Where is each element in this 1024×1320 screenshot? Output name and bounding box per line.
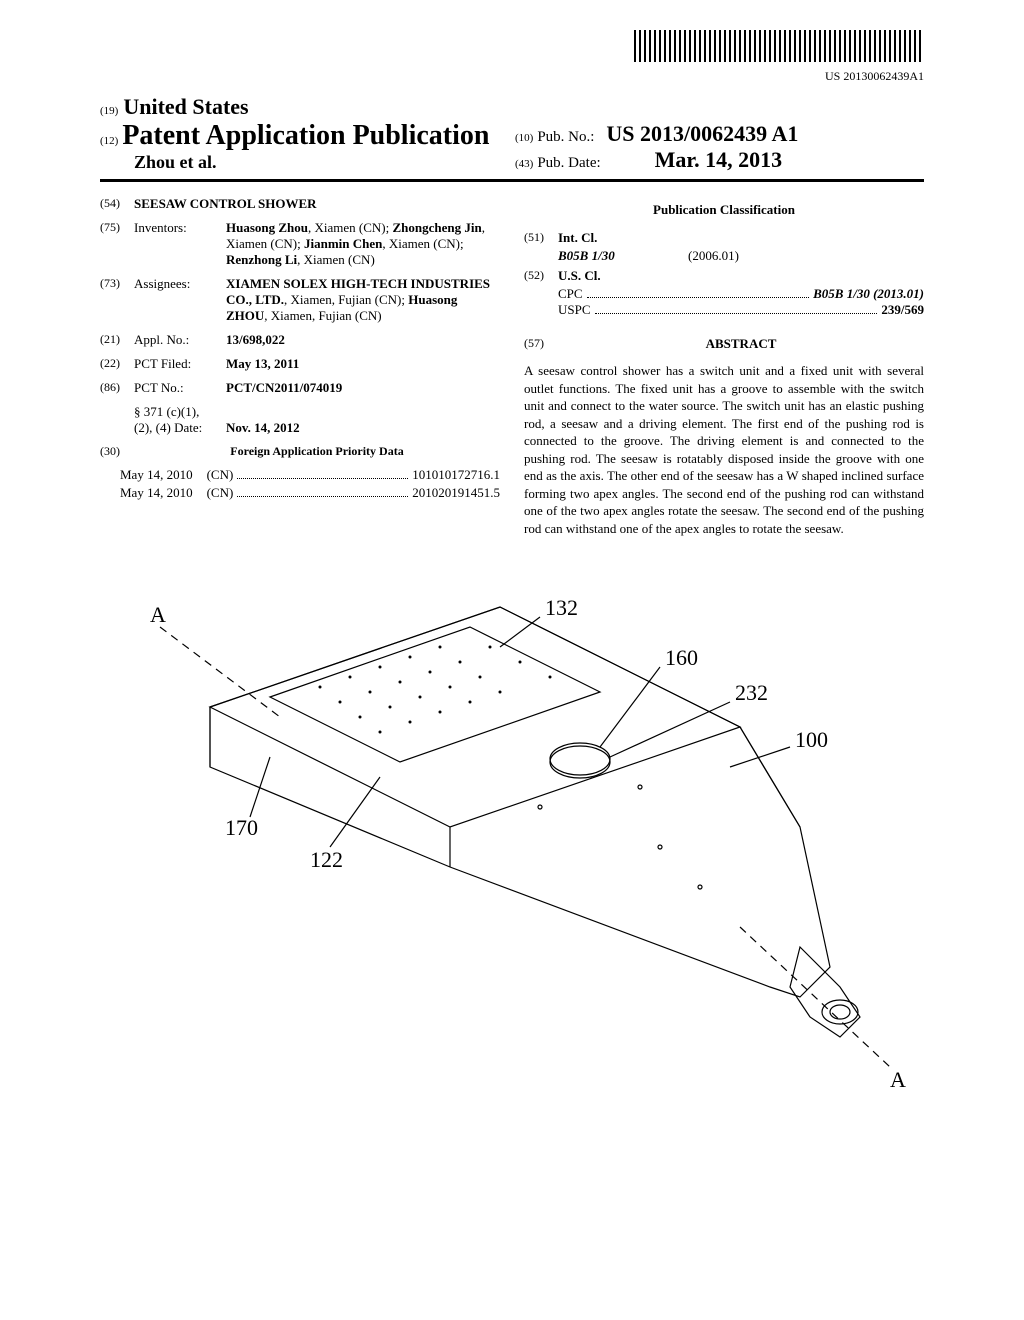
label-122: 122: [310, 847, 343, 872]
priority-date-1: May 14, 2010: [120, 485, 193, 501]
figure-area: A A 132 160 232 100 170 122: [100, 567, 924, 1127]
field-52: (52) U.S. Cl.: [524, 268, 924, 284]
f22-value: May 13, 2011: [226, 356, 500, 372]
dot-leader: [237, 486, 408, 497]
priority-country-1: (CN): [207, 485, 234, 501]
f52-num: (52): [524, 268, 558, 284]
f75-label: Inventors:: [134, 220, 226, 268]
patent-figure: A A 132 160 232 100 170 122: [100, 567, 924, 1127]
f371-value: Nov. 14, 2012: [226, 420, 500, 436]
field-21: (21) Appl. No.: 13/698,022: [100, 332, 500, 348]
field-54: (54) SEESAW CONTROL SHOWER: [100, 196, 500, 212]
intcl-date: (2006.01): [688, 248, 739, 264]
authors: Zhou et al.: [100, 152, 509, 173]
f30-title: Foreign Application Priority Data: [134, 444, 500, 459]
f21-value: 13/698,022: [226, 332, 500, 348]
uspc-row: USPC 239/569: [558, 302, 924, 318]
priority-row-1: May 14, 2010 (CN) 201020191451.5: [120, 485, 500, 501]
uspc-value: 239/569: [881, 302, 924, 318]
field-75: (75) Inventors: Huasong Zhou, Xiamen (CN…: [100, 220, 500, 268]
pubno-label: Pub. No.:: [537, 129, 594, 145]
barcode-text: US 20130062439A1: [100, 69, 924, 84]
f371-label: § 371 (c)(1), (2), (4) Date:: [134, 404, 226, 436]
pubno: US 2013/0062439 A1: [606, 121, 798, 146]
f51-label: Int. Cl.: [558, 230, 597, 246]
label-132: 132: [545, 595, 578, 620]
f73-value: XIAMEN SOLEX HIGH-TECH INDUSTRIES CO., L…: [226, 276, 500, 324]
pubdate-label: Pub. Date:: [537, 155, 600, 171]
f371-spacer: [100, 404, 134, 436]
country: United States: [123, 94, 248, 119]
header-rule: [100, 179, 924, 182]
header-row: (19) United States (12) Patent Applicati…: [100, 94, 924, 173]
dot-leader: [237, 468, 408, 479]
f86-value: PCT/CN2011/074019: [226, 380, 500, 396]
pub-line-row: (12) Patent Application Publication: [100, 120, 509, 152]
header-right: (10) Pub. No.: US 2013/0062439 A1 (43) P…: [509, 121, 924, 173]
code-19: (19): [100, 105, 118, 117]
field-73: (73) Assignees: XIAMEN SOLEX HIGH-TECH I…: [100, 276, 500, 324]
f86-label: PCT No.:: [134, 380, 226, 396]
f51-num: (51): [524, 230, 558, 246]
f54-num: (54): [100, 196, 134, 212]
doctype: Patent Application Publication: [122, 120, 489, 151]
patent-page: US 20130062439A1 (19) United States (12)…: [0, 0, 1024, 1320]
priority-country-0: (CN): [207, 467, 234, 483]
f54-title: SEESAW CONTROL SHOWER: [134, 196, 317, 212]
code-10: (10): [515, 132, 533, 144]
abstract-title: ABSTRACT: [558, 336, 924, 352]
barcode: [634, 30, 924, 62]
pubdate: Mar. 14, 2013: [655, 147, 783, 172]
biblio-columns: (54) SEESAW CONTROL SHOWER (75) Inventor…: [100, 196, 924, 537]
code-43: (43): [515, 158, 533, 170]
f73-num: (73): [100, 276, 134, 324]
label-170: 170: [225, 815, 258, 840]
field-371: § 371 (c)(1), (2), (4) Date: Nov. 14, 20…: [100, 404, 500, 436]
intcl-row: B05B 1/30 (2006.01): [558, 248, 924, 264]
f73-label: Assignees:: [134, 276, 226, 324]
field-51: (51) Int. Cl.: [524, 230, 924, 246]
field-30: (30) Foreign Application Priority Data: [100, 444, 500, 459]
label-160: 160: [665, 645, 698, 670]
priority-row-0: May 14, 2010 (CN) 101010172716.1: [120, 467, 500, 483]
dot-leader: [587, 287, 810, 298]
right-column: Publication Classification (51) Int. Cl.…: [524, 196, 924, 537]
f57-num: (57): [524, 336, 558, 352]
f21-label: Appl. No.:: [134, 332, 226, 348]
priority-number-1: 201020191451.5: [412, 485, 500, 501]
label-A2: A: [890, 1067, 906, 1092]
label-100: 100: [795, 727, 828, 752]
f86-num: (86): [100, 380, 134, 396]
abstract-header: (57) ABSTRACT: [524, 336, 924, 352]
cpc-value: B05B 1/30 (2013.01): [813, 286, 924, 302]
barcode-area: US 20130062439A1: [100, 30, 924, 84]
f22-num: (22): [100, 356, 134, 372]
uspc-label: USPC: [558, 302, 591, 318]
dot-leader: [595, 303, 878, 314]
cpc-row: CPC B05B 1/30 (2013.01): [558, 286, 924, 302]
f22-label: PCT Filed:: [134, 356, 226, 372]
pubdate-row: (43) Pub. Date: Mar. 14, 2013: [515, 147, 924, 173]
cpc-label: CPC: [558, 286, 583, 302]
pubno-row: (10) Pub. No.: US 2013/0062439 A1: [515, 121, 924, 147]
left-column: (54) SEESAW CONTROL SHOWER (75) Inventor…: [100, 196, 500, 537]
label-A1: A: [150, 602, 166, 627]
classification-title: Publication Classification: [524, 202, 924, 218]
label-232: 232: [735, 680, 768, 705]
intcl-code: B05B 1/30: [558, 248, 688, 264]
country-line: (19) United States: [100, 94, 509, 120]
f75-num: (75): [100, 220, 134, 268]
abstract-text: A seesaw control shower has a switch uni…: [524, 362, 924, 537]
field-86: (86) PCT No.: PCT/CN2011/074019: [100, 380, 500, 396]
f52-label: U.S. Cl.: [558, 268, 601, 284]
priority-date-0: May 14, 2010: [120, 467, 193, 483]
f21-num: (21): [100, 332, 134, 348]
f75-value: Huasong Zhou, Xiamen (CN); Zhongcheng Ji…: [226, 220, 500, 268]
f30-num: (30): [100, 444, 134, 459]
code-12: (12): [100, 135, 118, 147]
header-left: (19) United States (12) Patent Applicati…: [100, 94, 509, 173]
field-22: (22) PCT Filed: May 13, 2011: [100, 356, 500, 372]
priority-number-0: 101010172716.1: [412, 467, 500, 483]
